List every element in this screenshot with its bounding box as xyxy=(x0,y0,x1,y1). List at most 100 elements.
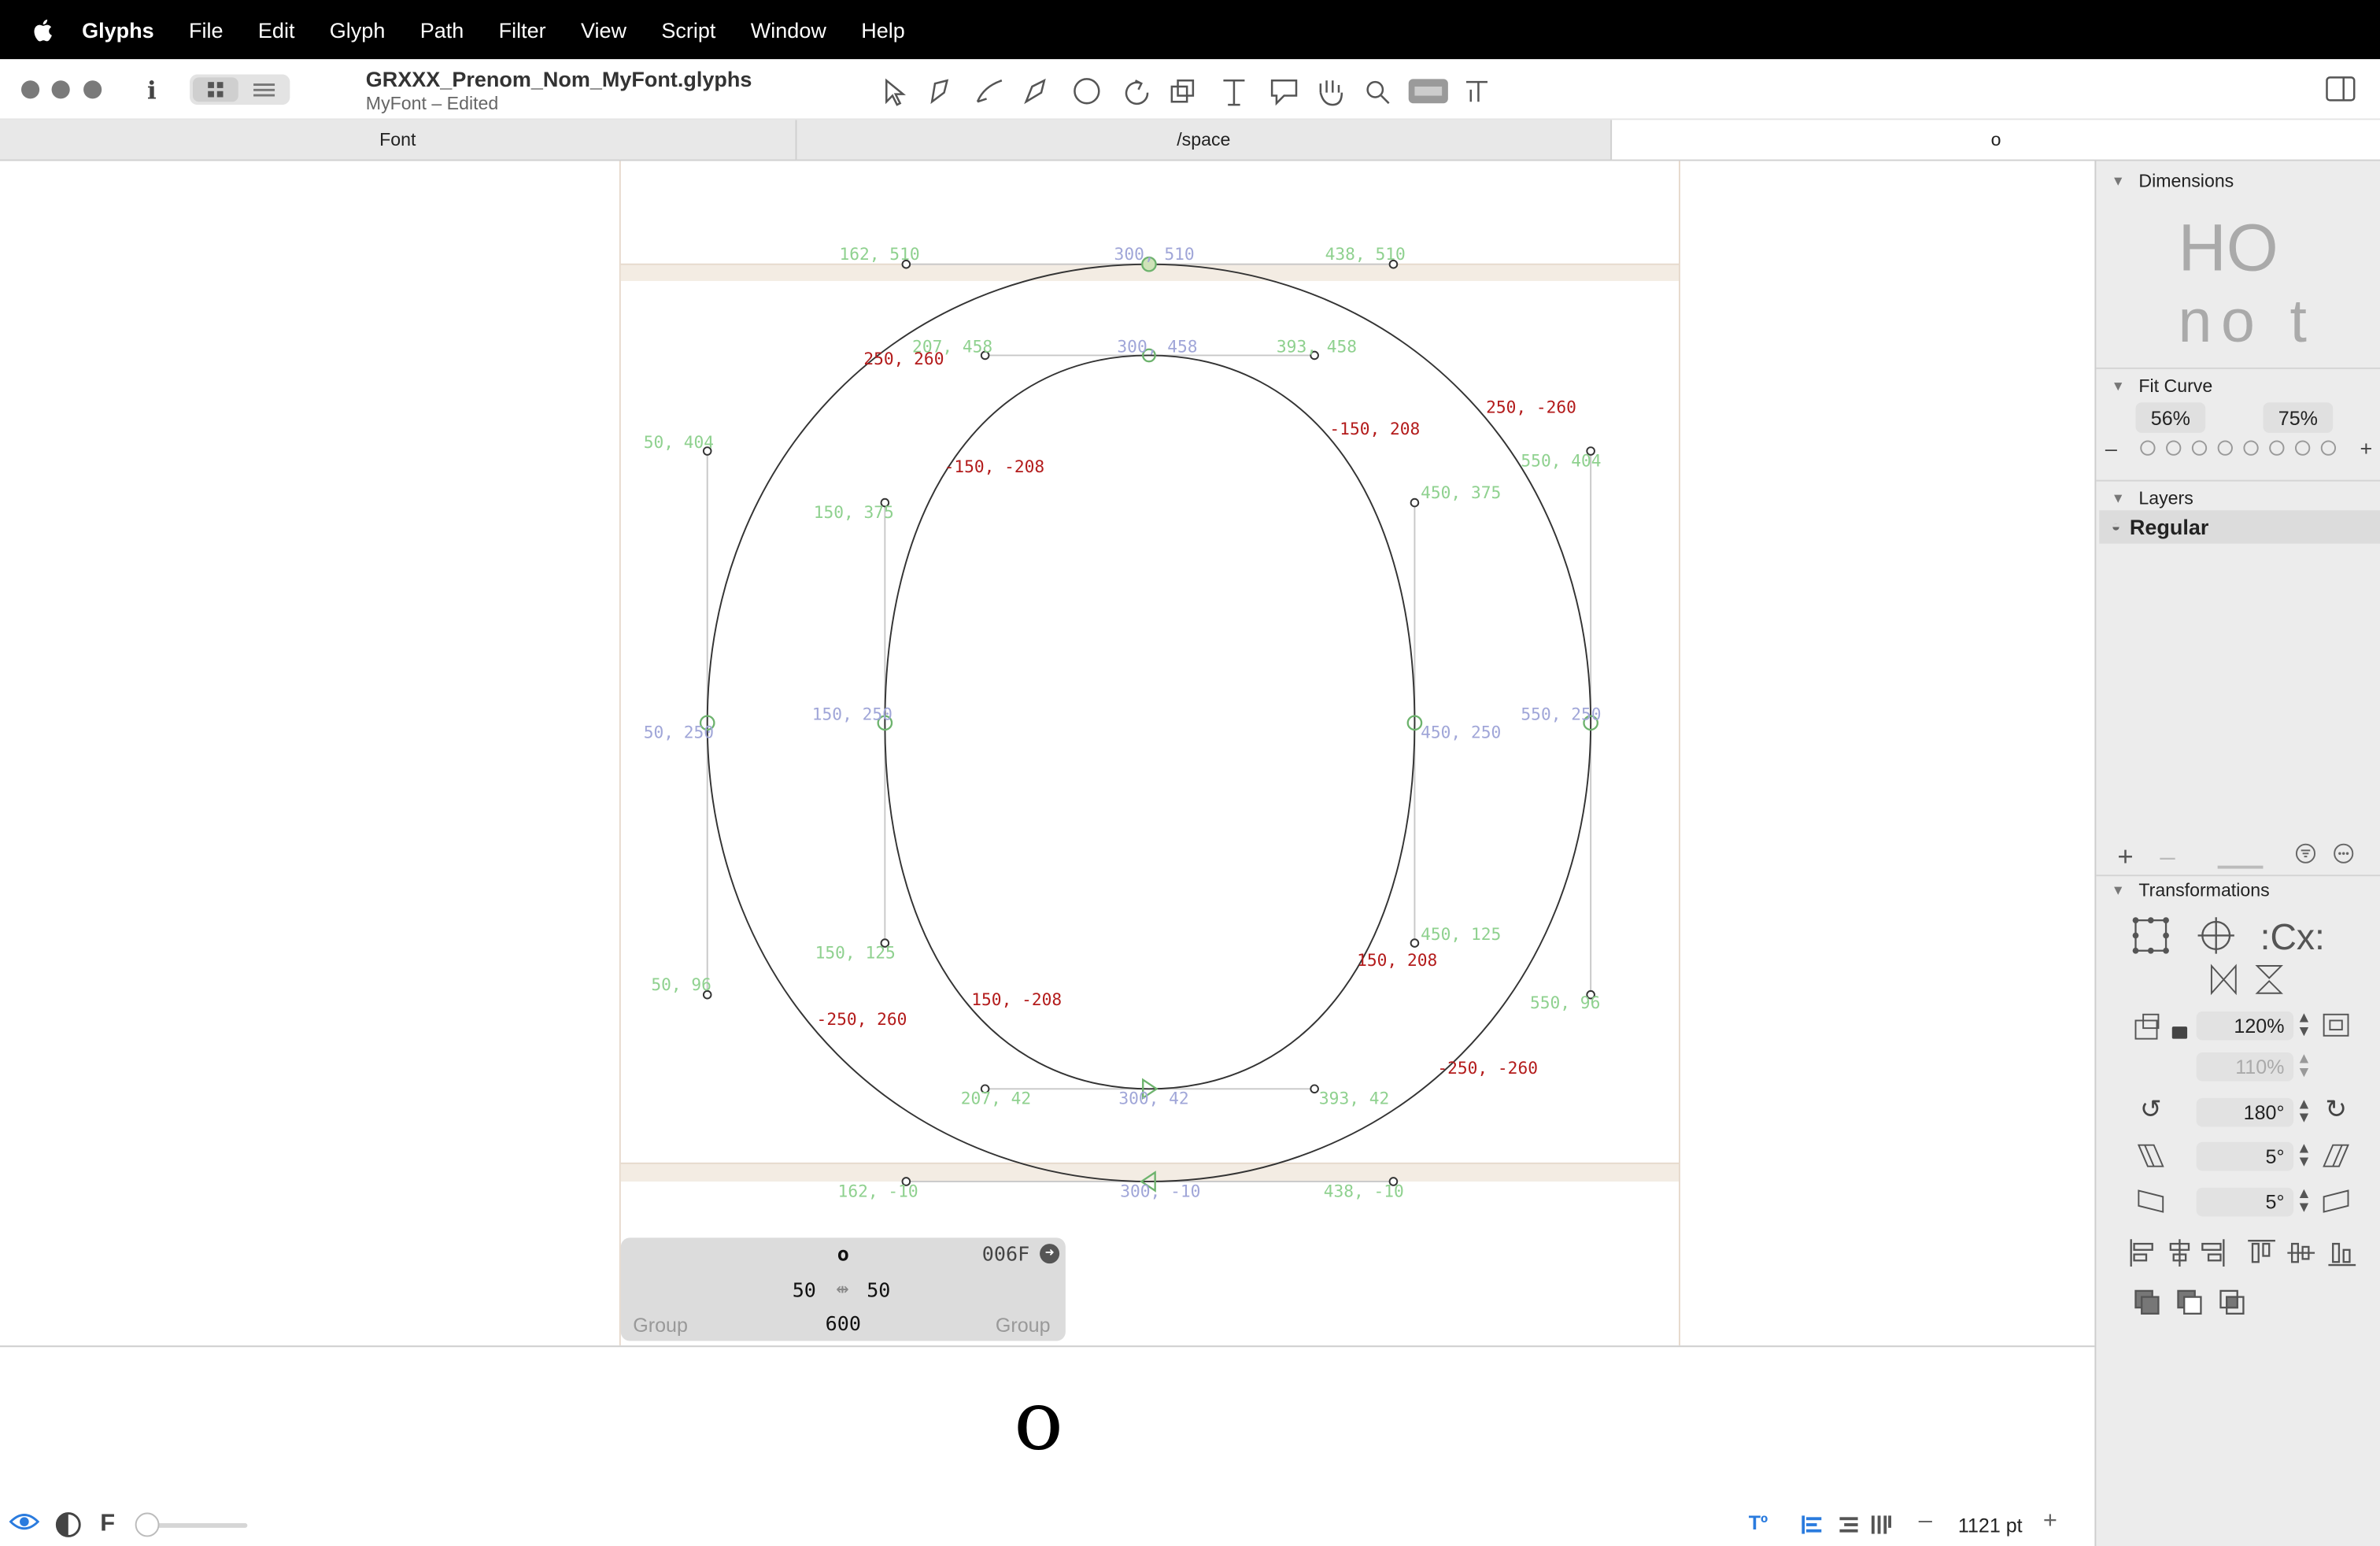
bounding-box-origin-icon[interactable] xyxy=(2134,919,2168,952)
zoom-window-button[interactable] xyxy=(83,80,102,99)
rotate-stepper[interactable]: ▲ ▼ xyxy=(2296,1096,2312,1127)
dimensions-preview[interactable]: HO no t xyxy=(2156,206,2338,358)
menu-edit[interactable]: Edit xyxy=(257,17,295,43)
dimensions-header[interactable]: ▼ Dimensions xyxy=(2096,165,2380,196)
scale-tool-icon[interactable] xyxy=(1170,85,1188,103)
tab-font[interactable]: Font xyxy=(0,120,797,160)
layers-header[interactable]: ▼ Layers xyxy=(2096,483,2380,514)
apple-icon[interactable] xyxy=(31,16,58,43)
inner-contour[interactable] xyxy=(884,354,1416,1090)
intersect-icon[interactable] xyxy=(2219,1289,2245,1315)
text-options-icon[interactable]: Tº xyxy=(1748,1511,1768,1534)
subtract-icon[interactable] xyxy=(2177,1289,2202,1315)
rotate-tool-icon[interactable] xyxy=(1125,80,1149,105)
tab-o[interactable]: o xyxy=(1612,120,2380,160)
union-icon[interactable] xyxy=(2134,1289,2160,1315)
align-bottom-edges-icon[interactable] xyxy=(2328,1242,2356,1267)
lock-icon[interactable] xyxy=(2171,1026,2188,1039)
annotation-tool-icon[interactable] xyxy=(1270,79,1298,106)
rotate-field[interactable]: 180° xyxy=(2196,1097,2294,1127)
rotate-left-icon[interactable]: ↺ xyxy=(2140,1095,2162,1124)
scale-x-field[interactable]: 120% xyxy=(2196,1011,2294,1041)
edit-canvas[interactable]: 162, 510 300, 510 438, 510 207, 458 300,… xyxy=(0,161,2095,1346)
preview-size-slider-knob[interactable] xyxy=(135,1512,160,1537)
glyph-drawing[interactable]: 162, 510 300, 510 438, 510 207, 458 300,… xyxy=(0,161,2094,1346)
align-top-edges-icon[interactable] xyxy=(2248,1240,2275,1263)
layer-eye-icon[interactable]: ◒ xyxy=(2111,518,2121,536)
hand-tool-icon[interactable] xyxy=(1319,80,1343,106)
align-left-edges-icon[interactable] xyxy=(2130,1239,2153,1267)
preview-size-slider[interactable] xyxy=(146,1523,248,1528)
menu-help[interactable]: Help xyxy=(861,17,905,43)
vertical-text-icon[interactable] xyxy=(1870,1514,1891,1535)
filter-icon[interactable] xyxy=(2295,843,2316,864)
menu-app-glyphs[interactable]: Glyphs xyxy=(82,17,154,43)
lsb-field[interactable]: 50 xyxy=(792,1280,816,1304)
tab-space[interactable]: /space xyxy=(796,120,1613,160)
flip-vertical-icon[interactable] xyxy=(2255,965,2283,994)
fit-curve-max-field[interactable]: 75% xyxy=(2263,402,2334,433)
unicode-value[interactable]: 006F xyxy=(981,1244,1030,1267)
minimize-window-button[interactable] xyxy=(51,80,70,99)
metrics-link-icon[interactable]: ⇹ xyxy=(836,1277,849,1302)
pencil-tool-icon[interactable] xyxy=(976,80,1003,103)
remove-layer-button[interactable]: – xyxy=(2160,841,2175,872)
menu-filter[interactable]: Filter xyxy=(498,17,546,43)
align-right-edges-icon[interactable] xyxy=(2201,1239,2225,1267)
list-view-button[interactable] xyxy=(242,77,287,102)
add-layer-button[interactable]: + xyxy=(2117,841,2134,872)
flip-horizontal-icon[interactable] xyxy=(2210,963,2237,996)
right-group-field[interactable]: Group xyxy=(995,1313,1051,1337)
zoom-tool-icon[interactable] xyxy=(1366,80,1384,98)
contrast-icon[interactable] xyxy=(54,1511,82,1539)
grid-view-button[interactable] xyxy=(192,77,238,102)
transformations-header[interactable]: ▼ Transformations xyxy=(2096,875,2380,905)
rsb-field[interactable]: 50 xyxy=(867,1280,891,1304)
scale-y-field[interactable]: 110% xyxy=(2196,1052,2294,1082)
menu-glyph[interactable]: Glyph xyxy=(329,17,386,43)
font-preview-toggle[interactable]: F xyxy=(100,1511,116,1537)
plus-icon[interactable]: + xyxy=(2360,435,2373,460)
scale-down-icon[interactable] xyxy=(2133,1012,2166,1042)
width-field[interactable]: 600 xyxy=(825,1313,861,1337)
draw-tool-icon[interactable] xyxy=(930,79,949,105)
menu-script[interactable]: Script xyxy=(661,17,716,43)
menu-window[interactable]: Window xyxy=(750,17,826,43)
skew-right-icon[interactable] xyxy=(2321,1188,2352,1215)
fit-curve-header[interactable]: ▼ Fit Curve xyxy=(2096,371,2380,401)
scale-y-stepper[interactable]: ▲ ▼ xyxy=(2296,1051,2312,1082)
slant-stepper[interactable]: ▲ ▼ xyxy=(2296,1140,2312,1171)
align-horizontal-centers-icon[interactable] xyxy=(2169,1239,2190,1267)
fit-curve-dots[interactable] xyxy=(2140,440,2337,456)
layers-resize-handle[interactable] xyxy=(2217,865,2264,869)
slant-field[interactable]: 5° xyxy=(2196,1141,2294,1171)
zoom-in-button[interactable]: + xyxy=(2042,1507,2057,1534)
outer-contour[interactable] xyxy=(706,263,1592,1182)
left-group-field[interactable]: Group xyxy=(633,1313,688,1337)
skew-stepper[interactable]: ▲ ▼ xyxy=(2296,1185,2312,1217)
skew-field[interactable]: 5° xyxy=(2196,1187,2294,1217)
slant-right-icon[interactable] xyxy=(2321,1142,2352,1170)
menu-view[interactable]: View xyxy=(581,17,627,43)
sidebar-toggle-icon[interactable] xyxy=(2326,76,2356,103)
minus-icon[interactable]: – xyxy=(2105,435,2117,460)
align-right-icon[interactable] xyxy=(1838,1514,1859,1535)
close-window-button[interactable] xyxy=(20,80,40,99)
menu-file[interactable]: File xyxy=(189,17,224,43)
menu-path[interactable]: Path xyxy=(419,17,464,43)
eye-icon[interactable] xyxy=(9,1511,40,1533)
type-metrics-tool-icon[interactable] xyxy=(1465,80,1488,102)
more-options-icon[interactable] xyxy=(2333,843,2354,864)
scale-up-icon[interactable] xyxy=(2321,1012,2354,1042)
fit-curve-min-field[interactable]: 56% xyxy=(2135,402,2206,433)
zoom-level[interactable]: 1121 pt xyxy=(1957,1514,2023,1537)
arrow-right-circle-icon[interactable]: ➜ xyxy=(1040,1244,1060,1264)
zoom-out-button[interactable]: – xyxy=(1918,1507,1932,1534)
layer-row-regular[interactable]: ◒ Regular xyxy=(2099,510,2380,544)
rotate-right-icon[interactable]: ↻ xyxy=(2325,1095,2347,1124)
align-vertical-centers-icon[interactable] xyxy=(2287,1242,2315,1263)
text-tool-icon[interactable] xyxy=(1223,79,1245,106)
slant-left-icon[interactable] xyxy=(2135,1142,2166,1170)
align-left-icon[interactable] xyxy=(1802,1514,1823,1535)
brush-tool-icon[interactable] xyxy=(1024,78,1046,105)
